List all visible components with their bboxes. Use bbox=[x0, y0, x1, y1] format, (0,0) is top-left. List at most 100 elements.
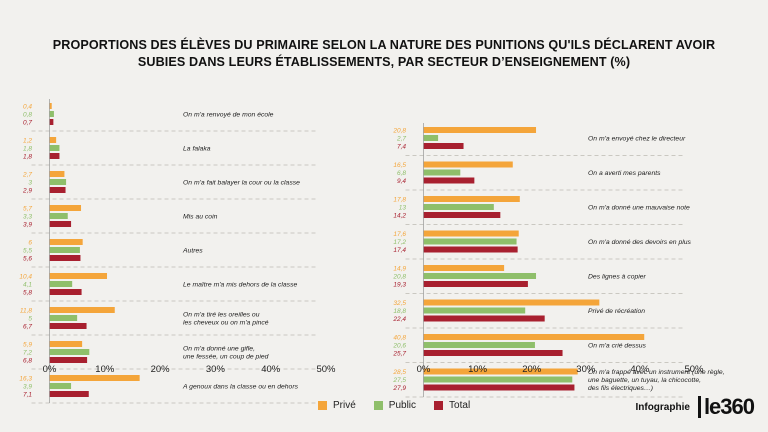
data-label-1-7-prive: 28,5 bbox=[392, 369, 406, 376]
bar-1-4-total bbox=[423, 281, 528, 287]
legend-swatch-total bbox=[434, 401, 444, 410]
tick-label-0-4: 40% bbox=[261, 364, 281, 375]
bar-0-5-public bbox=[49, 281, 73, 287]
bar-0-2-prive bbox=[49, 171, 65, 177]
data-label-1-4-public: 20,8 bbox=[392, 274, 406, 281]
bar-1-7-public bbox=[423, 376, 573, 383]
legend-item-prive: Privé bbox=[318, 400, 356, 411]
data-label-0-6-public: 5 bbox=[28, 316, 32, 323]
data-label-1-2-total: 14,2 bbox=[393, 213, 406, 220]
category-label-1-1-0: On a averti mes parents bbox=[588, 170, 661, 177]
tick-label-0-1: 10% bbox=[95, 364, 115, 375]
data-label-1-1-total: 9,4 bbox=[397, 178, 406, 185]
category-label-1-6-0: On m'a crié dessus bbox=[588, 343, 647, 350]
bar-0-4-prive bbox=[49, 239, 83, 245]
data-label-1-5-public: 18,8 bbox=[393, 308, 406, 315]
data-label-1-7-public: 27,5 bbox=[392, 377, 406, 384]
legend-item-total: Total bbox=[434, 400, 470, 411]
category-label-1-7-0: On m'a frappé avec un instrument (une rè… bbox=[588, 369, 725, 376]
tick-label-1-3: 30% bbox=[576, 364, 596, 375]
data-label-0-4-prive: 6 bbox=[28, 240, 32, 247]
category-label-1-4-0: Des lignes à copier bbox=[588, 274, 647, 281]
category-label-1-3-0: On m'a donné des devoirs en plus bbox=[588, 239, 692, 246]
data-label-1-3-public: 17,2 bbox=[393, 239, 406, 246]
data-label-1-0-public: 2,7 bbox=[396, 136, 406, 143]
data-label-1-6-public: 20,6 bbox=[392, 343, 406, 350]
category-label-0-8-0: A genoux dans la classe ou en dehors bbox=[182, 384, 299, 391]
data-label-0-2-public: 3 bbox=[28, 180, 32, 187]
bar-1-7-total bbox=[423, 384, 575, 391]
tick-label-0-5: 50% bbox=[316, 364, 336, 375]
data-label-1-6-total: 25,7 bbox=[392, 351, 406, 358]
data-label-0-7-total: 6,8 bbox=[23, 358, 32, 365]
bar-1-1-prive bbox=[423, 161, 513, 168]
bar-1-2-prive bbox=[423, 196, 520, 202]
bar-1-0-total bbox=[423, 143, 464, 149]
bar-1-5-prive bbox=[423, 299, 600, 306]
brand: Infographie le360 bbox=[635, 396, 755, 418]
legend-label-public: Public bbox=[388, 400, 417, 411]
data-label-0-6-prive: 11,8 bbox=[20, 308, 33, 315]
bar-0-3-prive bbox=[49, 205, 82, 211]
legend-item-public: Public bbox=[373, 400, 417, 411]
data-label-0-2-prive: 2,7 bbox=[22, 172, 32, 179]
brand-text: Infographie bbox=[635, 401, 690, 413]
data-label-0-3-public: 3,3 bbox=[23, 214, 32, 221]
data-label-0-0-prive: 0,4 bbox=[23, 104, 32, 111]
tick-label-1-5: 50% bbox=[684, 364, 704, 375]
data-label-0-0-public: 0,8 bbox=[23, 112, 32, 119]
bar-0-3-total bbox=[49, 221, 72, 227]
data-label-0-1-total: 1,8 bbox=[23, 154, 32, 161]
bar-0-6-public bbox=[49, 315, 78, 321]
bar-1-1-public bbox=[423, 169, 461, 176]
bar-1-4-public bbox=[423, 273, 537, 279]
data-label-1-0-prive: 20,8 bbox=[392, 128, 406, 135]
bar-0-0-public bbox=[49, 111, 54, 117]
category-label-0-5-0: Le maître m'a mis dehors de la classe bbox=[183, 282, 297, 289]
data-label-0-6-total: 6,7 bbox=[23, 324, 32, 331]
bar-0-8-prive bbox=[49, 375, 140, 381]
tick-label-0-3: 30% bbox=[206, 364, 226, 375]
data-label-0-7-public: 7,2 bbox=[23, 350, 32, 357]
data-label-1-4-prive: 14,9 bbox=[393, 266, 406, 273]
bar-1-5-public bbox=[423, 307, 526, 314]
tick-label-1-1: 10% bbox=[468, 364, 488, 375]
data-label-0-5-prive: 10,4 bbox=[19, 274, 32, 281]
data-label-0-1-public: 1,8 bbox=[23, 146, 32, 153]
category-label-0-2-0: On m'a fait balayer la cour ou la classe bbox=[183, 180, 300, 187]
category-label-0-3-0: Mis au coin bbox=[183, 214, 218, 221]
bar-1-0-prive bbox=[423, 127, 537, 133]
data-label-1-5-total: 22,4 bbox=[392, 316, 406, 323]
tick-label-0-0: 0% bbox=[43, 364, 57, 375]
bar-1-7-prive bbox=[423, 368, 578, 375]
bar-0-5-total bbox=[49, 289, 82, 295]
bar-1-2-public bbox=[423, 204, 494, 210]
bar-0-4-public bbox=[49, 247, 80, 253]
legend-swatch-prive bbox=[318, 401, 327, 410]
category-label-0-7-0: On m'a donné une gifle, bbox=[183, 346, 255, 353]
bar-0-5-prive bbox=[49, 273, 108, 279]
category-label-1-2-0: On m'a donné une mauvaise note bbox=[588, 205, 690, 212]
bar-0-1-public bbox=[49, 145, 60, 151]
bar-1-3-prive bbox=[423, 230, 519, 237]
data-label-0-2-total: 2,9 bbox=[22, 188, 32, 195]
bar-0-4-total bbox=[49, 255, 81, 261]
bar-0-2-public bbox=[49, 179, 67, 185]
brand-logo: le360 bbox=[697, 396, 755, 418]
bar-0-3-public bbox=[49, 213, 68, 219]
tick-label-1-2: 20% bbox=[522, 364, 542, 375]
tick-label-1-4: 40% bbox=[630, 364, 650, 375]
category-label-0-6-0: On m'a tiré les oreilles ou bbox=[183, 312, 260, 319]
bar-1-6-public bbox=[423, 342, 535, 348]
data-label-1-1-public: 6,8 bbox=[397, 170, 406, 177]
legend-label-total: Total bbox=[449, 400, 471, 411]
data-label-1-4-total: 19,3 bbox=[393, 282, 406, 289]
data-label-0-5-public: 4,1 bbox=[23, 282, 32, 289]
category-label-0-0-0: On m'a renvoyé de mon école bbox=[183, 112, 274, 119]
bar-0-6-prive bbox=[49, 307, 115, 313]
bar-0-6-total bbox=[49, 323, 87, 329]
data-label-0-8-total: 7,1 bbox=[23, 392, 32, 399]
bar-0-8-total bbox=[49, 391, 89, 397]
legend-label-prive: Privé bbox=[333, 400, 356, 411]
bar-1-1-total bbox=[423, 177, 475, 184]
